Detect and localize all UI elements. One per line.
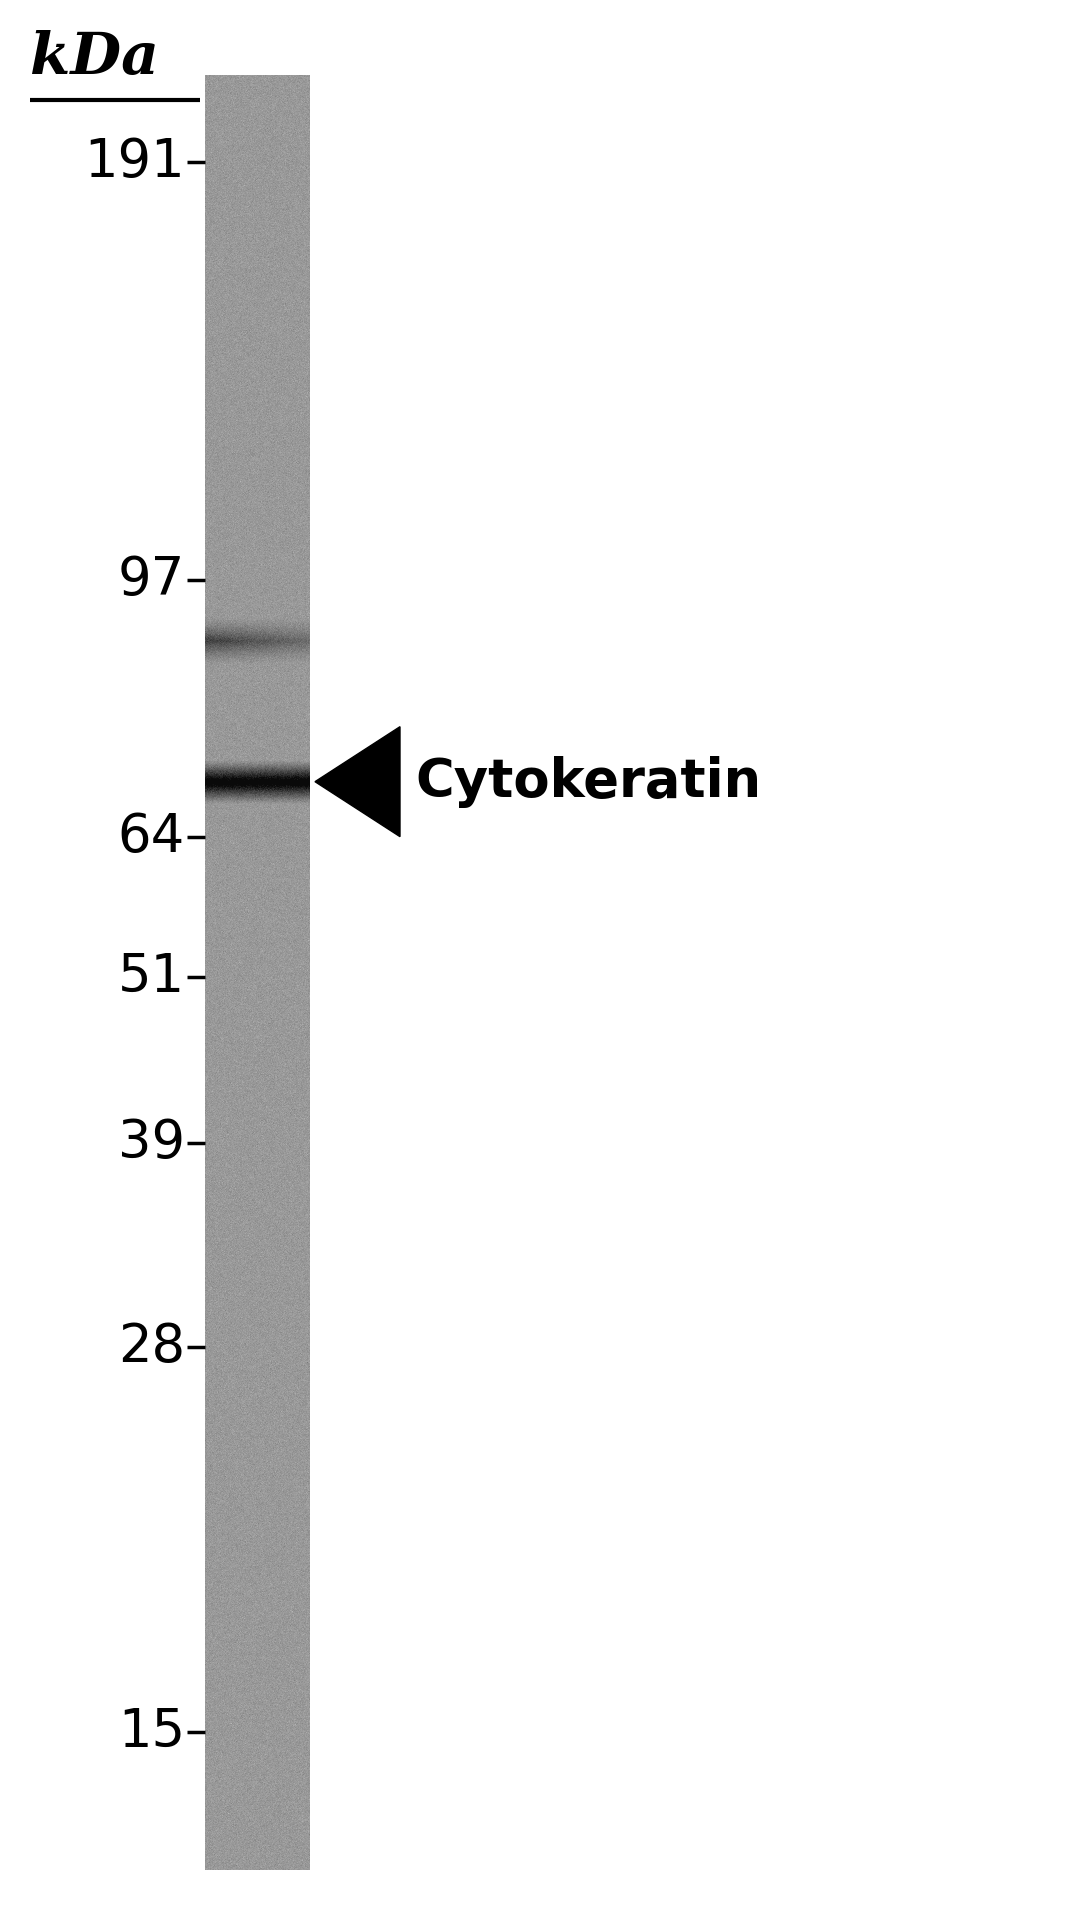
Polygon shape xyxy=(315,726,400,837)
Text: 191: 191 xyxy=(84,136,185,188)
Text: kDa: kDa xyxy=(30,31,159,86)
Text: Cytokeratin: Cytokeratin xyxy=(415,756,761,808)
Text: 64: 64 xyxy=(118,810,185,862)
Text: 28: 28 xyxy=(118,1321,185,1373)
Text: 15: 15 xyxy=(118,1707,185,1759)
Text: 97: 97 xyxy=(118,555,185,607)
Text: 39: 39 xyxy=(118,1117,185,1169)
Text: 51: 51 xyxy=(118,950,185,1002)
